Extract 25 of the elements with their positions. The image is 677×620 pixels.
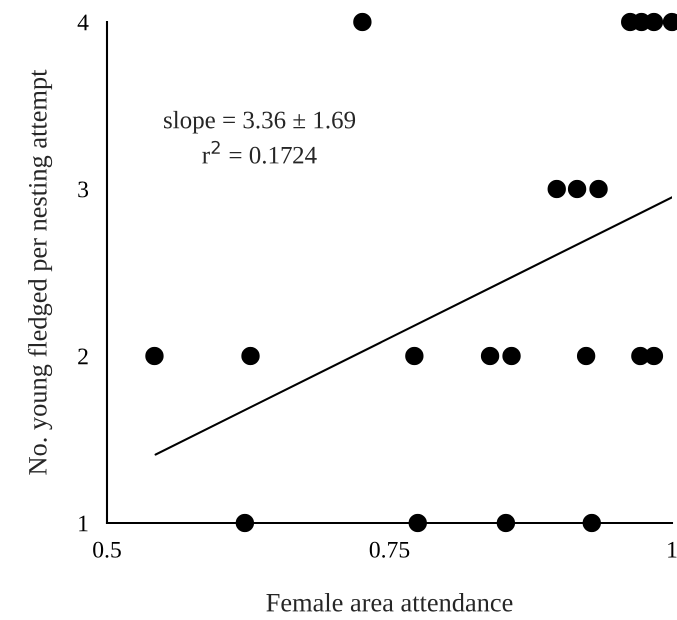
y-axis-title: No. young fledged per nesting attempt [28,70,52,475]
point [568,180,586,198]
y-tick-label: 2 [78,348,88,364]
point [408,514,427,532]
point [480,346,500,366]
x-tick-label: 0.75 [370,542,410,558]
point [353,12,372,32]
point [145,346,164,366]
point [589,180,608,198]
y-tick-label: 1 [79,516,88,532]
point [405,346,424,366]
annotation: slope = 3.36 ± 1.69 [164,110,356,134]
point [502,346,521,366]
x-tick-label: 0.5 [93,542,121,558]
point [576,346,596,366]
annotation: r$^{2}$ = 0.1724 [202,140,317,164]
point [582,514,601,532]
point [241,346,260,366]
x-tick-label: 1 [668,542,676,558]
y-tick-label: 4 [78,14,89,30]
y-tick-label: 3 [78,182,88,198]
point [496,514,516,532]
point [236,514,254,532]
x-axis-title: Female area attendance [266,593,512,612]
point [548,180,566,198]
